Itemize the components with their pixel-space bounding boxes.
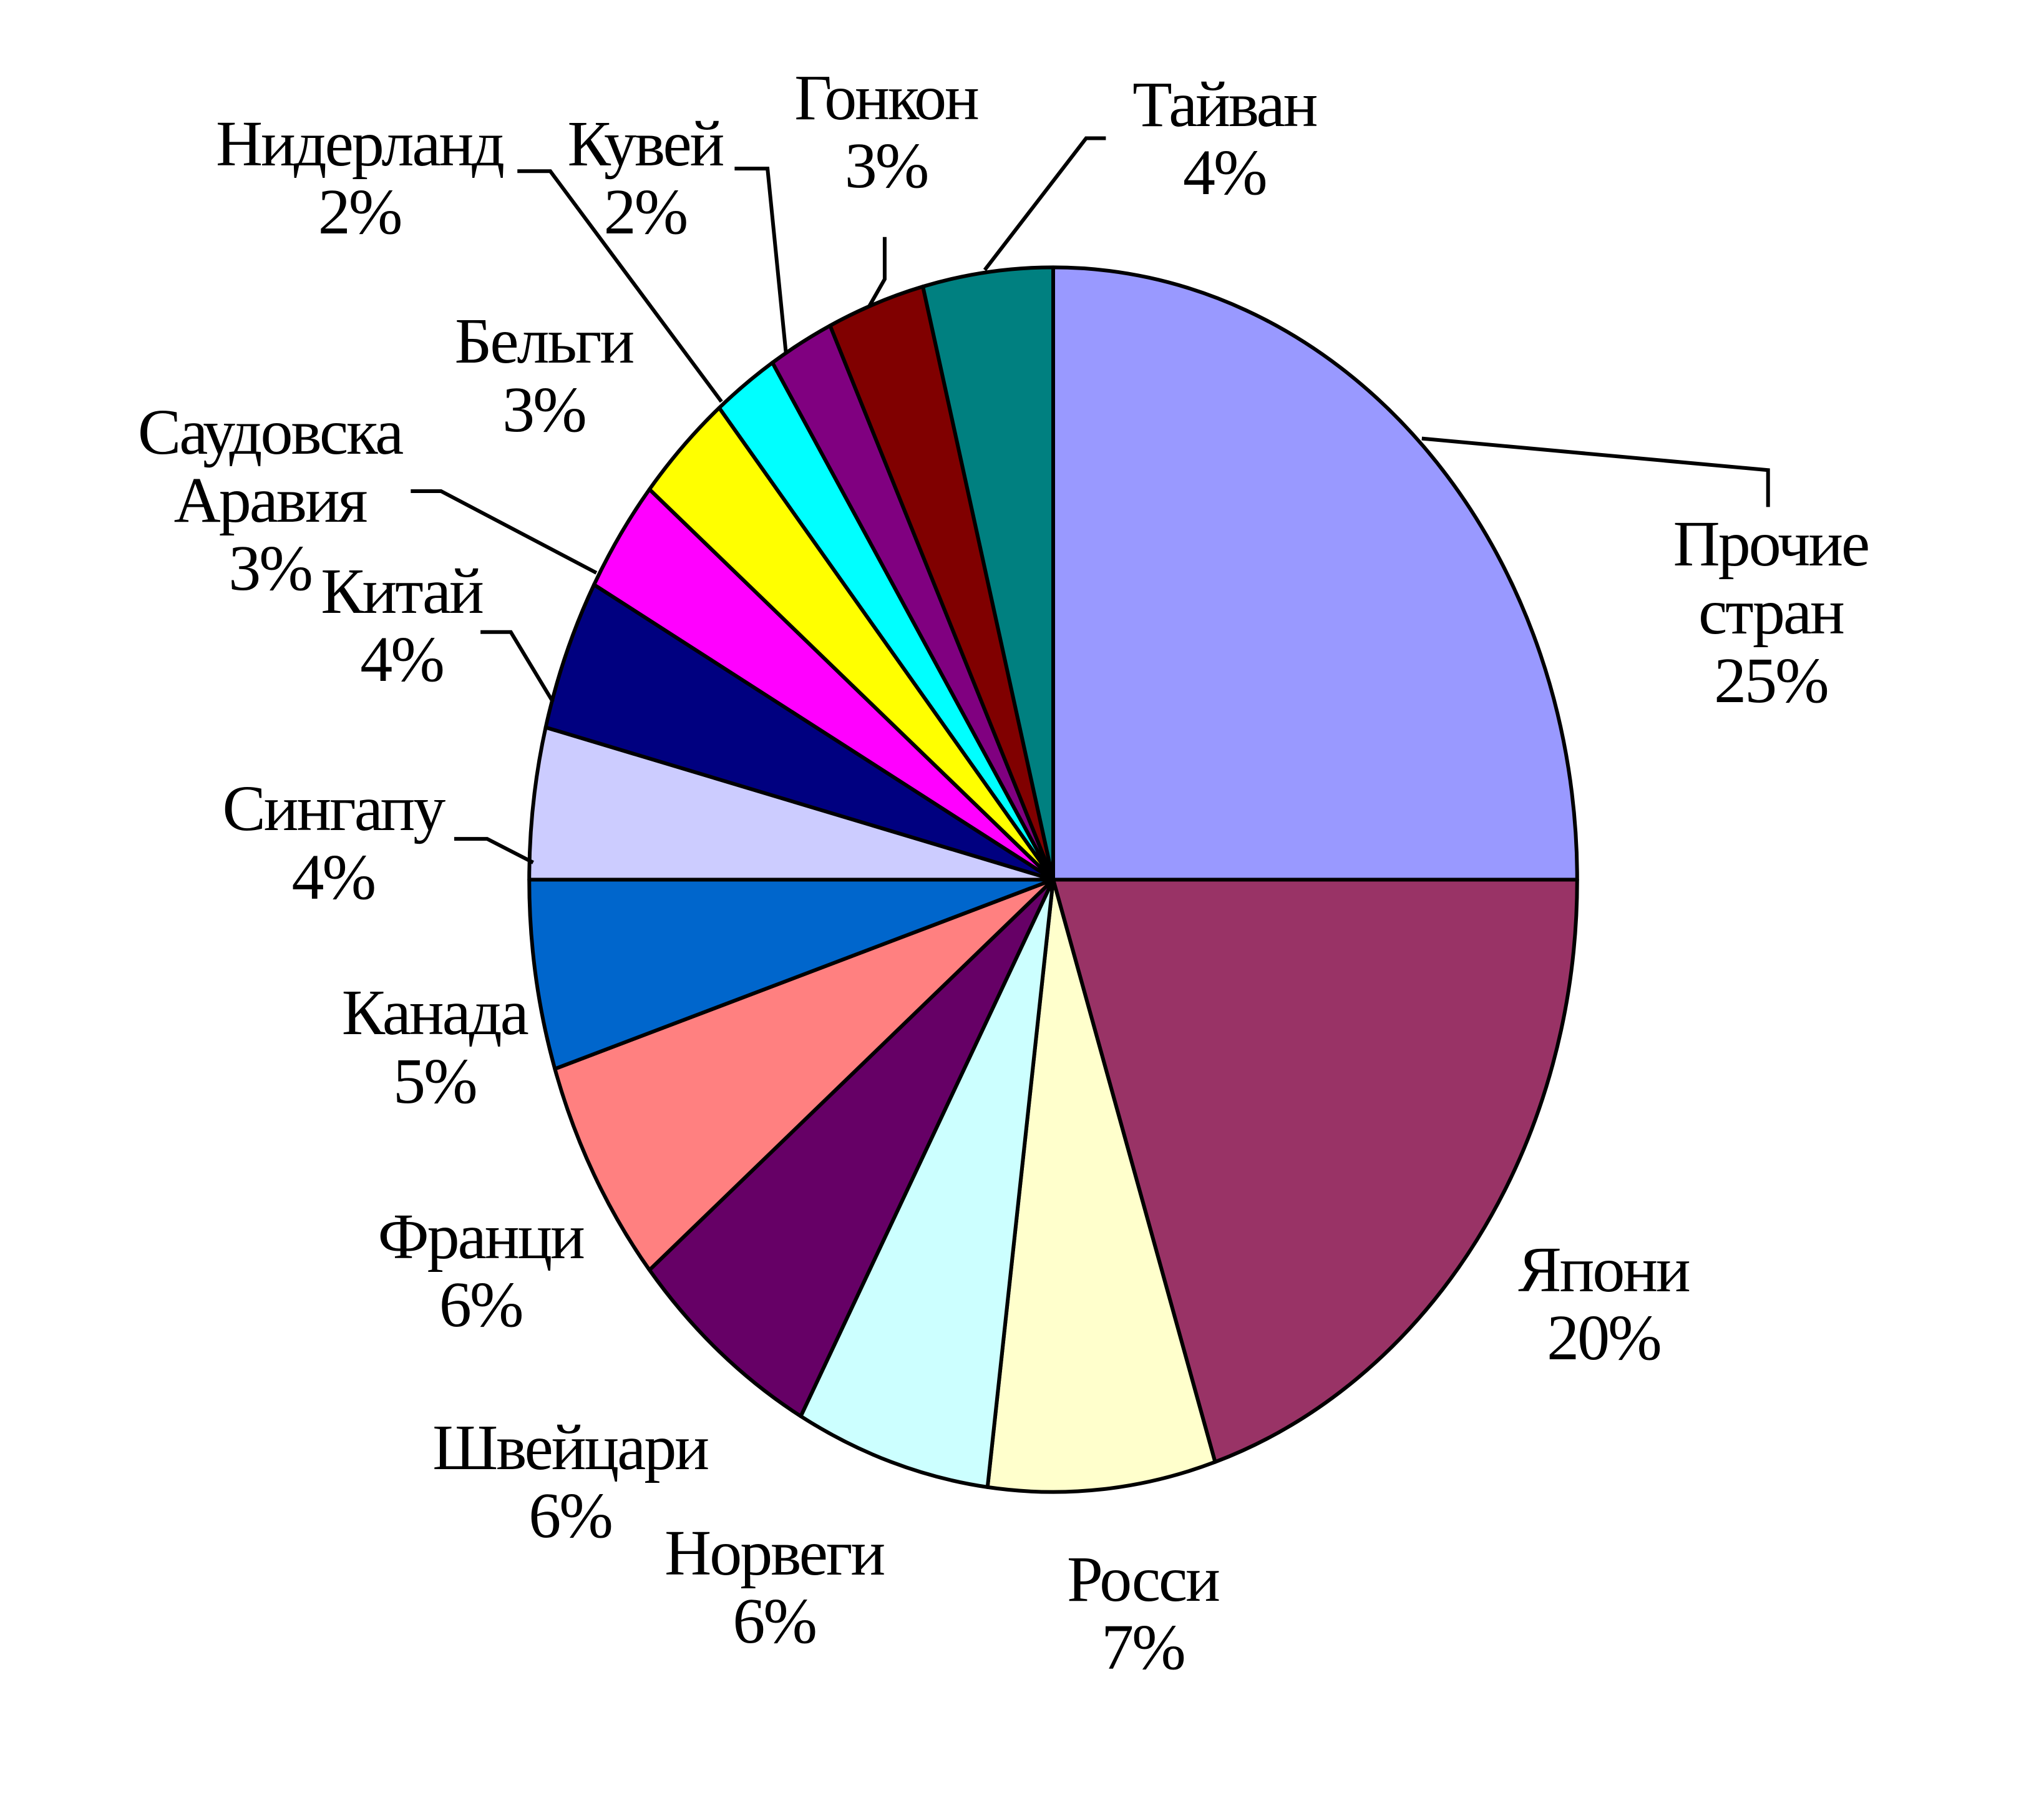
leader-line (517, 169, 723, 403)
leader-line (1421, 436, 1770, 507)
value-label: 4% (291, 841, 377, 913)
value-label: 3% (502, 373, 587, 446)
pie-slice (1051, 877, 1579, 1464)
pie-slice (799, 877, 1055, 1489)
category-label: Кувей (567, 107, 724, 180)
slice-label: Кувей 2% (567, 107, 724, 248)
slice-label: Росси 7% (1067, 1543, 1220, 1683)
category-label: Росси (1067, 1543, 1220, 1615)
slice-label: Тайван 4% (1132, 68, 1318, 208)
slice-label: Бельги 3% (454, 305, 635, 446)
value-label: 3% (844, 130, 930, 202)
slice-label: Швейцари 6% (432, 1411, 709, 1551)
pie-slice (1051, 265, 1579, 882)
leader-line (734, 167, 788, 353)
category-label: Гонкон (794, 61, 980, 134)
category-label: Сингапу (222, 773, 445, 845)
value-label: 5% (392, 1045, 478, 1117)
slice-label: Норвеги 6% (664, 1517, 885, 1657)
leader-line (983, 136, 1106, 271)
pie-slice (553, 877, 1055, 1272)
pie-slice (527, 877, 1055, 1071)
slice-label: Япони 20% (1518, 1233, 1690, 1374)
slice-label: Канада 5% (341, 977, 529, 1117)
category-label: Нидерланд (215, 107, 505, 180)
value-label: 20% (1547, 1301, 1662, 1374)
slice-label: Нидерланд 2% (215, 107, 505, 248)
pie-slice (921, 265, 1055, 882)
category-label: Прочие стран (1673, 508, 1871, 648)
category-label: Тайван (1132, 68, 1318, 140)
category-label: Канада (341, 977, 529, 1049)
leader-line (480, 630, 555, 703)
slice-label: Сингапу 4% (222, 773, 445, 913)
category-label: Китай (321, 555, 484, 628)
slice-label: Гонкон 3% (794, 61, 980, 202)
category-label: Япони (1518, 1233, 1690, 1306)
category-label: Саудовска Аравия (137, 396, 404, 537)
pie-slice (543, 582, 1055, 882)
slice-label: Прочие стран 25% (1634, 510, 1907, 715)
value-label: 4% (360, 623, 445, 696)
value-label: 6% (732, 1585, 817, 1657)
value-label: 2% (603, 175, 689, 248)
leader-line (411, 489, 598, 575)
value-label: 7% (1101, 1611, 1186, 1683)
slice-label: Китай 4% (321, 555, 484, 696)
category-label: Франци (377, 1200, 585, 1273)
pie-slice (985, 877, 1217, 1494)
category-label: Бельги (454, 305, 635, 378)
leader-line (867, 237, 887, 308)
value-label: 25% (1714, 644, 1829, 716)
pie-slice (647, 877, 1055, 1419)
category-label: Швейцари (432, 1411, 709, 1483)
value-label: 6% (439, 1269, 524, 1341)
leader-line (454, 837, 534, 864)
value-label: 2% (318, 175, 403, 248)
category-label: Норвеги (664, 1517, 885, 1589)
value-label: 4% (1182, 136, 1268, 208)
value-label: 3% (228, 532, 313, 605)
slice-label: Саудовска Аравия 3% (137, 396, 404, 605)
value-label: 6% (528, 1479, 613, 1551)
slice-label: Франци 6% (377, 1200, 585, 1341)
